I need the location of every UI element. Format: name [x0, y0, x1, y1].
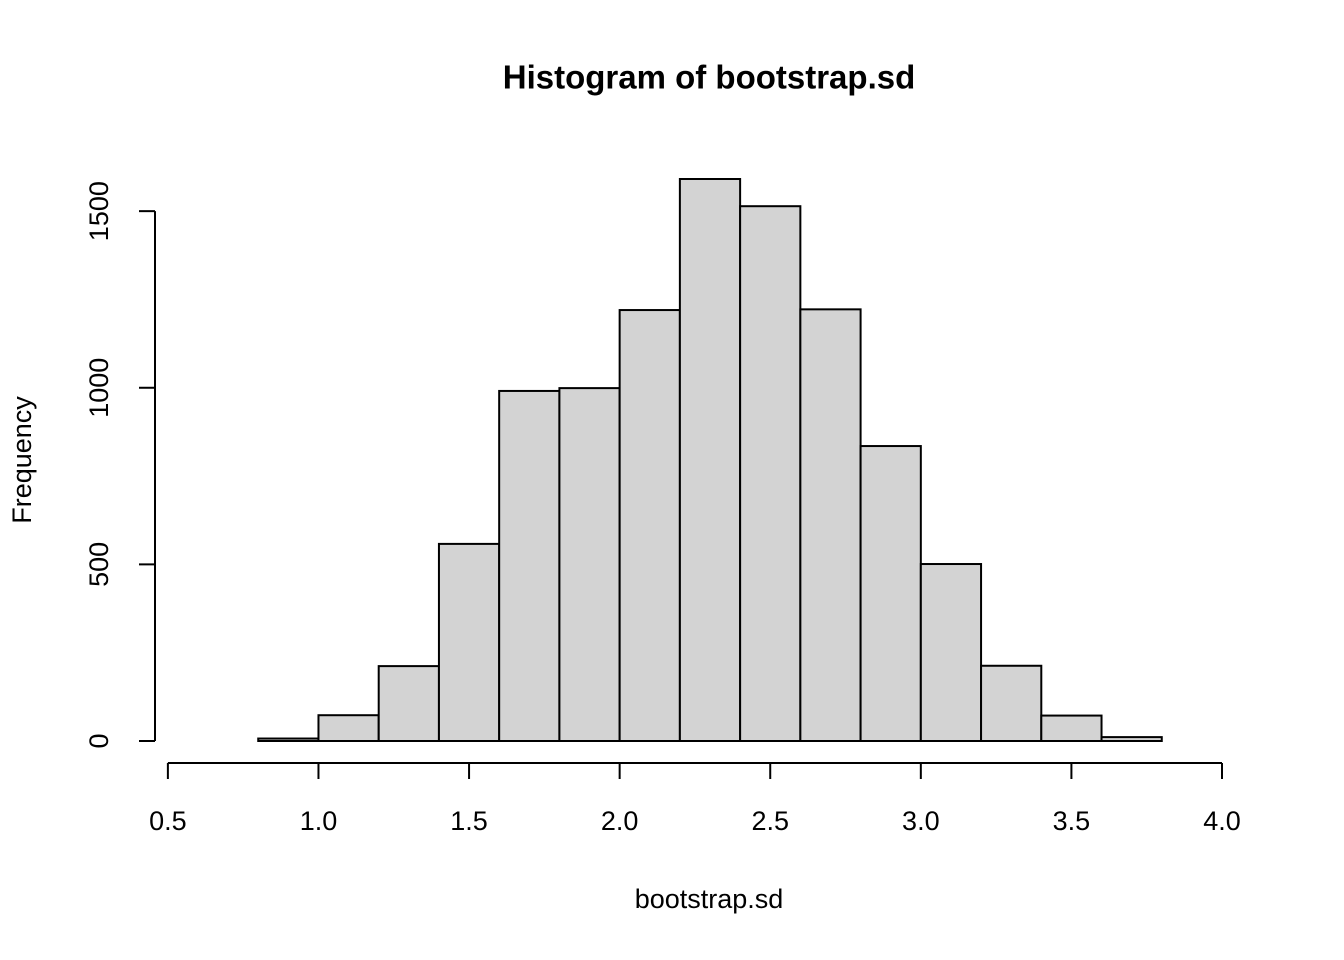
bar — [799, 308, 862, 742]
x-tick-label: 2.0 — [601, 806, 639, 836]
bar — [980, 664, 1043, 742]
bar — [678, 178, 742, 742]
x-tick-label: 3.0 — [902, 806, 940, 836]
bar — [257, 737, 320, 743]
x-tick-label: 3.5 — [1053, 806, 1091, 836]
bar — [919, 563, 983, 742]
bar — [558, 387, 621, 742]
y-tick-label: 0 — [84, 733, 114, 748]
y-tick-label: 1000 — [84, 358, 114, 418]
y-tick-label: 1500 — [84, 181, 114, 241]
bar — [1040, 714, 1103, 743]
bar — [859, 445, 922, 742]
x-tick-label: 4.0 — [1203, 806, 1241, 836]
bar — [1100, 736, 1163, 742]
bar — [498, 389, 561, 742]
x-tick-label: 1.5 — [450, 806, 488, 836]
bar — [377, 665, 440, 743]
bar — [739, 205, 802, 743]
x-axis-label: bootstrap.sd — [635, 884, 784, 914]
bar — [437, 542, 501, 743]
chart-title: Histogram of bootstrap.sd — [503, 59, 916, 96]
y-axis-label: Frequency — [7, 396, 37, 524]
bar — [317, 714, 380, 742]
y-tick-label: 500 — [84, 542, 114, 587]
x-tick-label: 2.5 — [751, 806, 789, 836]
x-tick-label: 1.0 — [300, 806, 338, 836]
bar — [618, 309, 681, 742]
x-tick-label: 0.5 — [149, 806, 187, 836]
